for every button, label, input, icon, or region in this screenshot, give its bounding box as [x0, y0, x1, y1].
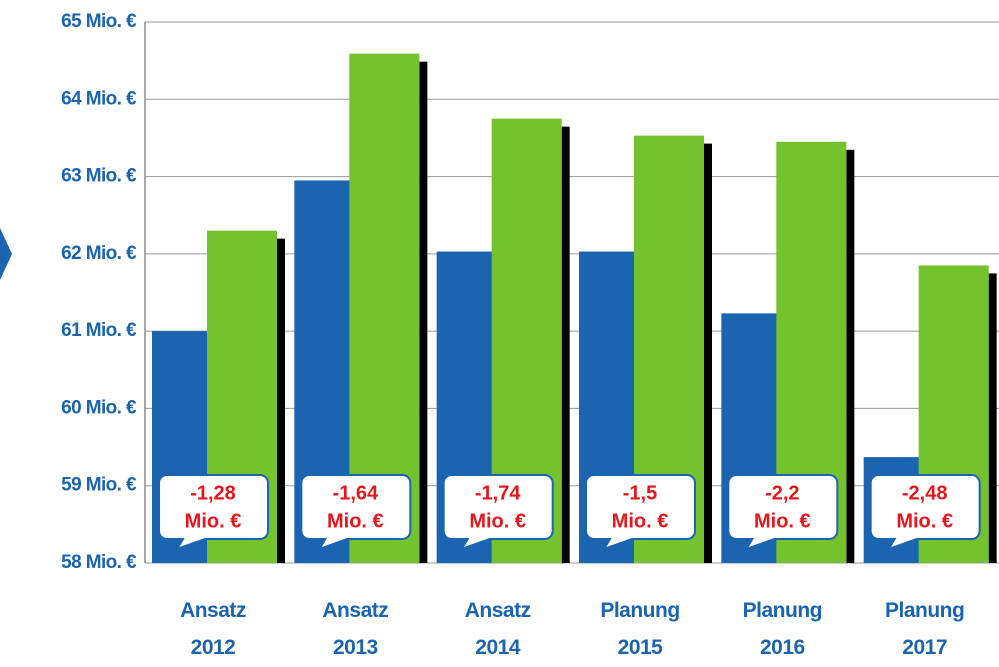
callout-box	[727, 474, 839, 551]
callout: -1,5 Mio. €	[585, 474, 696, 551]
x-tick-label: Ansatz 2014	[464, 599, 531, 659]
callout-text: -2,2	[765, 482, 799, 504]
bar-shadow	[277, 238, 285, 563]
callout-text: Mio. €	[185, 510, 242, 532]
bar-shadow	[846, 149, 855, 564]
x-tick-label: Planung 2016	[742, 599, 823, 659]
callout-text: Mio. €	[469, 510, 526, 532]
callout-text: Mio. €	[896, 510, 953, 532]
side-arrow	[0, 228, 12, 280]
callout: -1,74 Mio. €	[442, 474, 554, 551]
bar-shadow	[704, 143, 712, 564]
callout: -2,2 Mio. €	[727, 474, 839, 551]
x-tick-label: Planung 2017	[884, 599, 965, 659]
callout-text: -1,64	[333, 482, 379, 504]
bar-shadow	[419, 61, 428, 564]
callout: -2,48 Mio. €	[869, 474, 981, 551]
y-tick-label: 65 Mio. €	[61, 11, 137, 32]
y-tick-label: 64 Mio. €	[61, 88, 137, 109]
x-tick-label: Planung 2015	[600, 599, 680, 659]
callout-text: Mio. €	[612, 510, 669, 532]
callout-text: -2,48	[902, 482, 948, 504]
callout-box	[300, 474, 412, 551]
y-tick-label: 58 Mio. €	[61, 552, 137, 573]
callout-text: Mio. €	[327, 510, 384, 532]
bar-shadow	[561, 126, 570, 563]
x-tick-label: Ansatz 2013	[322, 599, 389, 659]
callout: -1,28 Mio. €	[158, 474, 269, 551]
y-tick-label: 62 Mio. €	[61, 243, 137, 264]
y-tick-label: 61 Mio. €	[61, 320, 137, 341]
y-tick-label: 60 Mio. €	[61, 397, 137, 418]
callout-box	[158, 474, 269, 551]
bar-shadow	[988, 273, 997, 563]
x-tick-label: Ansatz 2012	[180, 599, 246, 659]
callout-text: -1,74	[475, 482, 521, 504]
callout-box	[442, 474, 554, 551]
callout-text: Mio. €	[754, 510, 811, 532]
y-tick-label: 63 Mio. €	[61, 166, 137, 187]
callout-box	[869, 474, 981, 551]
callout-box	[585, 474, 696, 551]
callout-text: -1,5	[623, 482, 657, 504]
callout-text: -1,28	[190, 482, 236, 504]
callout: -1,64 Mio. €	[300, 474, 412, 551]
y-tick-label: 59 Mio. €	[61, 475, 137, 496]
